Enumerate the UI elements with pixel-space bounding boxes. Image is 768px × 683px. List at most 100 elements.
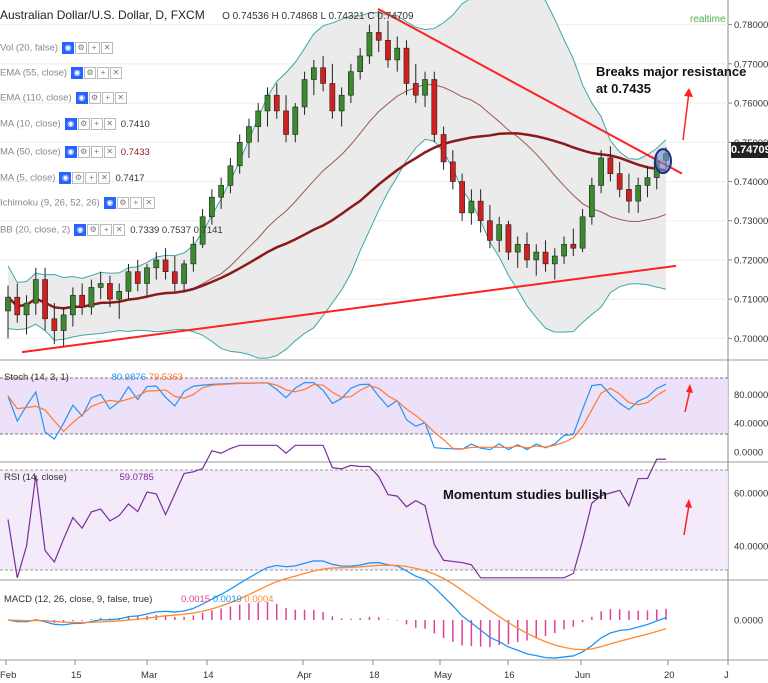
candle-body — [385, 39, 391, 61]
macd-line — [7, 560, 667, 659]
indicator-controls[interactable]: ◉ ⚙ + ✕ — [103, 197, 156, 209]
indicator-controls[interactable]: ◉ ⚙ + ✕ — [75, 92, 128, 104]
remove-icon[interactable]: ✕ — [103, 146, 116, 158]
resistance-trendline — [377, 8, 683, 175]
indicator-value: 0.7417 — [115, 172, 145, 184]
indicator-row[interactable]: Ichimoku (9, 26, 52, 26) ◉ ⚙ + ✕ — [0, 197, 156, 209]
candle-body — [116, 291, 123, 300]
candle-body — [190, 243, 197, 265]
indicator-row[interactable]: MA (5, close) ◉ ⚙ + ✕ 0.7417 — [0, 172, 145, 184]
indicator-controls[interactable]: ◉ ⚙ + ✕ — [74, 224, 126, 236]
add-icon[interactable]: + — [97, 67, 110, 79]
remove-icon[interactable]: ✕ — [114, 92, 127, 104]
remove-icon[interactable]: ✕ — [110, 67, 123, 79]
momentum-annotation: Momentum studies bullish — [443, 487, 607, 502]
settings-icon[interactable]: ⚙ — [77, 146, 90, 158]
settings-icon[interactable]: ⚙ — [116, 197, 129, 209]
candle-body — [357, 55, 364, 72]
settings-icon[interactable]: ⚙ — [87, 224, 100, 236]
visibility-icon[interactable]: ◉ — [59, 172, 72, 184]
candle-body — [273, 94, 280, 112]
indicator-label: EMA (110, close) — [0, 92, 72, 104]
candle-body — [5, 296, 11, 312]
indicator-row[interactable]: Vol (20, false) ◉ ⚙ + ✕ — [0, 42, 114, 54]
candle-body — [329, 83, 336, 112]
add-icon[interactable]: + — [90, 146, 103, 158]
price-tick-label: 0.77000 — [734, 59, 768, 70]
candle-body — [524, 243, 530, 261]
price-tick-label: 0.78000 — [734, 20, 768, 31]
remove-icon[interactable]: ✕ — [98, 172, 111, 184]
support-trendline — [21, 264, 677, 354]
add-icon[interactable]: + — [90, 118, 103, 130]
visibility-icon[interactable]: ◉ — [64, 146, 77, 158]
stoch-tick-label: 40.0000 — [734, 419, 768, 430]
remove-icon[interactable]: ✕ — [113, 224, 126, 236]
rsi-band — [0, 470, 728, 570]
remove-icon[interactable]: ✕ — [101, 42, 114, 54]
candle-body — [366, 32, 373, 57]
indicator-label: BB (20, close, 2) — [0, 224, 71, 236]
candle-body — [468, 200, 475, 214]
indicator-value: 0.7410 — [120, 118, 150, 130]
indicator-row[interactable]: BB (20, close, 2) ◉ ⚙ + ✕ 0.7339 0.7537 0.714… — [0, 224, 223, 236]
add-icon[interactable]: + — [101, 92, 114, 104]
price-tick-label: 0.74000 — [734, 177, 768, 188]
indicator-controls[interactable]: ◉ ⚙ + ✕ — [64, 118, 117, 130]
settings-icon[interactable]: ⚙ — [88, 92, 101, 104]
visibility-icon[interactable]: ◉ — [64, 118, 77, 130]
indicator-controls[interactable]: ◉ ⚙ + ✕ — [59, 172, 111, 184]
candle-body — [125, 271, 132, 292]
price-tick-label: 0.72000 — [734, 255, 768, 266]
rsi-line — [7, 444, 667, 579]
candle-body — [375, 32, 382, 41]
breakout-annotation: Breaks major resistance at 0.7435 — [596, 64, 747, 96]
indicator-value: 0.7433 — [120, 146, 150, 158]
price-tick-label: 0.73000 — [734, 216, 768, 227]
x-tick-label: Jun — [575, 670, 590, 681]
indicator-row[interactable]: MA (50, close) ◉ ⚙ + ✕ 0.7433 — [0, 146, 150, 158]
ohlc-readout: O 0.74536 H 0.74868 L 0.74321 C 0.74709 — [222, 11, 414, 22]
candle-body — [310, 67, 317, 80]
indicator-row[interactable]: EMA (110, close) ◉ ⚙ + ✕ — [0, 92, 128, 104]
indicator-controls[interactable]: ◉ ⚙ + ✕ — [71, 67, 123, 79]
stoch-tick-label: 0.0000 — [734, 448, 763, 459]
indicator-controls[interactable]: ◉ ⚙ + ✕ — [62, 42, 114, 54]
indicator-row[interactable]: MA (10, close) ◉ ⚙ + ✕ 0.7410 — [0, 118, 150, 130]
settings-icon[interactable]: ⚙ — [72, 172, 85, 184]
remove-icon[interactable]: ✕ — [103, 118, 116, 130]
ma50-line — [7, 132, 667, 310]
add-icon[interactable]: + — [88, 42, 101, 54]
chart-header: Australian Dollar/U.S. Dollar, D, FXCM O… — [0, 8, 414, 22]
candle-body — [255, 110, 262, 127]
x-tick-label: Mar — [141, 670, 157, 681]
candle-body — [320, 67, 326, 84]
settings-icon[interactable]: ⚙ — [77, 118, 90, 130]
remove-icon[interactable]: ✕ — [142, 197, 155, 209]
stoch-label: Stoch (14, 3, 1) 80.9876 79.5363 — [4, 372, 183, 383]
visibility-icon[interactable]: ◉ — [74, 224, 87, 236]
add-icon[interactable]: + — [85, 172, 98, 184]
candle-body — [348, 71, 354, 96]
visibility-icon[interactable]: ◉ — [71, 67, 84, 79]
candle-body — [644, 177, 651, 186]
indicator-controls[interactable]: ◉ ⚙ + ✕ — [64, 146, 117, 158]
stoch-band — [0, 378, 728, 434]
candle-body — [459, 181, 465, 214]
candle-body — [97, 283, 104, 288]
candle-body — [431, 79, 438, 135]
visibility-icon[interactable]: ◉ — [75, 92, 88, 104]
last-price-tag: 0.74709 — [731, 142, 768, 158]
add-icon[interactable]: + — [129, 197, 142, 209]
x-tick-label: 15 — [71, 670, 82, 681]
candle-body — [283, 110, 289, 135]
settings-icon[interactable]: ⚙ — [75, 42, 88, 54]
rsi-arrow — [683, 504, 690, 536]
visibility-icon[interactable]: ◉ — [103, 197, 116, 209]
visibility-icon[interactable]: ◉ — [62, 42, 75, 54]
add-icon[interactable]: + — [100, 224, 113, 236]
settings-icon[interactable]: ⚙ — [84, 67, 97, 79]
indicator-row[interactable]: EMA (55, close) ◉ ⚙ + ✕ — [0, 67, 123, 79]
candle-body — [88, 287, 95, 308]
